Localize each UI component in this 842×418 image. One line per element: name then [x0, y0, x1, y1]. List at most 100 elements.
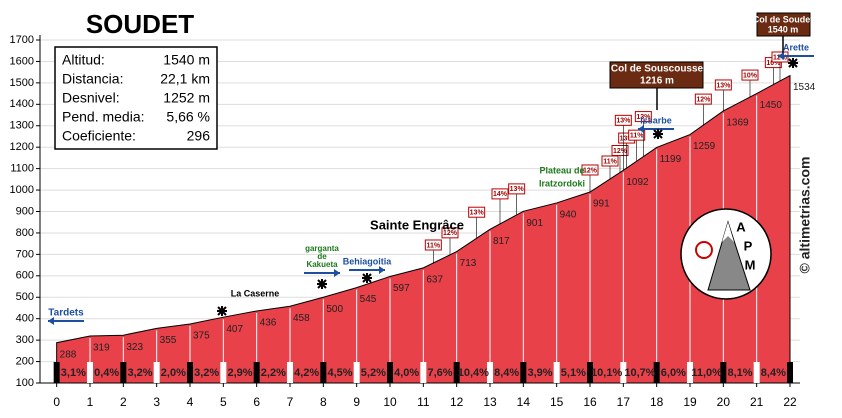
flag-box — [491, 188, 509, 200]
band-separator — [287, 362, 293, 383]
x-tick-label: 22 — [783, 395, 797, 409]
flag-label: 13% — [616, 118, 631, 125]
flag-box — [468, 206, 486, 218]
gradient-label: 7,6% — [427, 367, 452, 379]
x-tick-label: 10 — [383, 395, 397, 409]
altitude-label: 991 — [593, 199, 610, 210]
info-value: 22,1 km — [160, 71, 210, 87]
flag-box — [628, 129, 646, 141]
x-tick-label: 6 — [253, 395, 260, 409]
info-label: Desnivel: — [62, 90, 120, 106]
gradient-label: 10,4% — [458, 367, 489, 379]
band-separator — [320, 362, 327, 383]
gradient-label: 11,0% — [691, 367, 722, 379]
gradient-label: 2,2% — [261, 367, 286, 379]
altitude-label: 323 — [126, 342, 143, 353]
altitude-label: 288 — [60, 349, 77, 360]
band-separator — [753, 362, 760, 383]
info-value: 1540 m — [163, 52, 210, 68]
flag-box — [634, 111, 652, 123]
altitude-label: 940 — [560, 210, 577, 221]
y-tick-label: 700 — [16, 248, 34, 260]
flag-box — [581, 164, 599, 176]
gradient-label: 2,0% — [161, 367, 186, 379]
info-label: Altitud: — [62, 52, 105, 68]
x-tick-label: 18 — [650, 395, 664, 409]
gradient-label: 3,1% — [61, 367, 86, 379]
x-tick-label: 11 — [417, 395, 430, 409]
flag-label: 10% — [743, 72, 758, 79]
band-separator — [553, 362, 560, 383]
annotation-arrow-head — [379, 266, 385, 274]
gradient-label: 8,1% — [727, 367, 752, 379]
x-tick-label: 8 — [320, 395, 327, 409]
altitude-label: 436 — [260, 318, 277, 329]
x-tick-label: 16 — [583, 395, 597, 409]
gradient-label: 10,7% — [624, 367, 655, 379]
star-marker — [217, 306, 227, 316]
flag-label: 14% — [493, 191, 508, 198]
annotation: Iratzordoki — [539, 178, 585, 188]
flag-label: 13% — [510, 186, 525, 193]
altitude-label: 500 — [326, 304, 343, 315]
star-marker — [362, 273, 372, 283]
band-separator — [353, 362, 360, 383]
star-marker — [317, 279, 327, 289]
band-separator — [653, 362, 660, 383]
x-tick-label: 7 — [287, 395, 294, 409]
flag-box — [441, 227, 459, 239]
logo-rider — [695, 241, 713, 259]
annotation: 1540 m — [768, 24, 799, 34]
band-separator — [187, 362, 193, 383]
chart-title: SOUDET — [86, 9, 194, 39]
info-label: Pend. media: — [62, 109, 145, 125]
flag-box — [614, 114, 632, 126]
annotation: Behiagoitia — [343, 256, 393, 266]
annotation: Arette — [783, 42, 809, 52]
gradient-label: 4,5% — [327, 367, 352, 379]
altitude-label: 1369 — [726, 118, 749, 129]
flag-label: 13% — [620, 135, 635, 142]
band-separator — [220, 362, 227, 383]
x-tick-label: 2 — [120, 395, 127, 409]
gradient-label: 5,1% — [561, 367, 586, 379]
y-tick-label: 200 — [16, 355, 34, 367]
flag-label: 13% — [716, 82, 731, 89]
annotation: La Caserne — [231, 288, 280, 298]
x-tick-label: 12 — [450, 395, 464, 409]
annotation-arrow-head — [778, 52, 784, 60]
altitude-label: 1259 — [693, 141, 716, 152]
logo-snow — [722, 222, 734, 242]
gradient-label: 3,9% — [527, 367, 552, 379]
altitude-label: 817 — [493, 236, 510, 247]
x-tick-label: 15 — [550, 395, 564, 409]
annotation: de — [317, 252, 327, 261]
flag-box — [611, 145, 629, 157]
altitude-label: 1092 — [626, 177, 649, 188]
credit: © altimetrias.com — [797, 157, 813, 274]
flag-label: 12% — [773, 54, 788, 61]
gradient-label: 10,1% — [591, 367, 622, 379]
annotation: Issarbe — [640, 115, 672, 125]
x-tick-label: 21 — [750, 395, 764, 409]
y-tick-label: 1100 — [10, 163, 34, 175]
annotation: Col de Soudet — [753, 14, 814, 24]
pass-box — [609, 61, 704, 89]
flag-label: 11% — [427, 242, 441, 249]
gradient-label: 8,4% — [494, 367, 519, 379]
y-tick-label: 1500 — [10, 77, 34, 89]
altitude-label: 597 — [393, 283, 410, 294]
y-tick-label: 600 — [16, 270, 34, 282]
band-separator — [787, 362, 793, 383]
flag-box — [424, 239, 442, 251]
altitude-label: 458 — [293, 313, 310, 324]
flag-label: 13% — [470, 210, 485, 217]
band-separator — [620, 362, 627, 383]
star-marker — [788, 58, 798, 68]
y-tick-label: 100 — [16, 377, 34, 389]
altitude-label: 901 — [526, 218, 543, 229]
flag-box — [694, 93, 712, 105]
band-separator — [487, 362, 493, 383]
